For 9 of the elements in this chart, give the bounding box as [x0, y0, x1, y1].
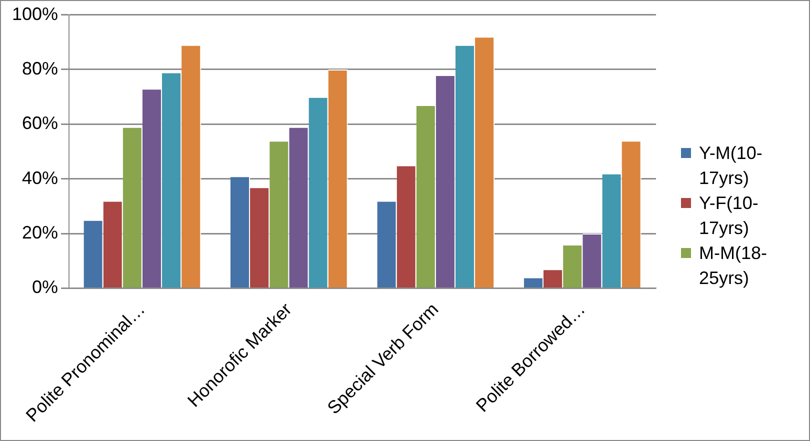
y-tick-label: 0% [32, 277, 58, 298]
y-tick-label: 40% [22, 168, 58, 188]
legend-label: Y-M(10-17yrs) [699, 142, 764, 190]
legend-label: Y-F(10-17yrs) [699, 192, 760, 240]
y-tick-label: 80% [22, 58, 58, 78]
y-tick-label: 100% [12, 4, 58, 24]
y-tick-label: 60% [22, 113, 58, 134]
legend-label: M-M(18-25yrs) [699, 242, 768, 290]
y-tick-label: 20% [22, 222, 58, 243]
